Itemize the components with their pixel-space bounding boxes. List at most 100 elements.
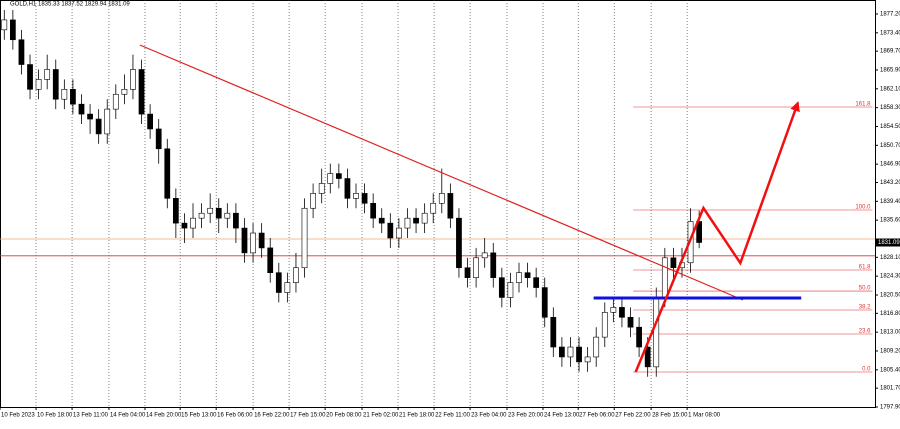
candle-body bbox=[559, 346, 565, 358]
forecast-arrow bbox=[634, 101, 800, 373]
x-tick-label: 24 Feb 13:00 bbox=[544, 413, 580, 419]
plot-frame bbox=[0, 0, 876, 408]
y-tick-label: 1797.90 bbox=[880, 405, 900, 411]
candle-body bbox=[9, 19, 16, 41]
candle-body bbox=[147, 113, 153, 130]
candle-body bbox=[576, 346, 582, 363]
candle-body bbox=[155, 128, 162, 150]
x-tick-label: 1 Mar 08:00 bbox=[688, 413, 721, 419]
y-tick-label: 1846.90 bbox=[880, 162, 900, 168]
candle-body bbox=[44, 69, 51, 80]
fib-label: 0.0 bbox=[862, 367, 871, 373]
candle-body bbox=[95, 118, 102, 135]
candle-body bbox=[301, 207, 308, 269]
candle-body bbox=[498, 277, 505, 298]
candle-body bbox=[619, 307, 625, 318]
x-tick-label: 10 Feb 2023 bbox=[1, 413, 35, 419]
fib-label: 23.6 bbox=[859, 329, 871, 335]
candle-body bbox=[164, 148, 171, 199]
candle-body bbox=[181, 222, 188, 229]
x-tick-label: 13 Feb 11:00 bbox=[73, 413, 109, 419]
candle-body bbox=[267, 247, 274, 273]
candle-body bbox=[172, 198, 179, 224]
candle-body bbox=[87, 113, 93, 120]
candle-body bbox=[661, 257, 668, 298]
candle-body bbox=[507, 282, 514, 298]
candle-body bbox=[404, 217, 411, 229]
y-tick-label: 1801.70 bbox=[880, 386, 900, 392]
candle-body bbox=[524, 272, 531, 278]
candle-body bbox=[378, 217, 385, 224]
candle-body bbox=[473, 257, 479, 278]
y-tick-label: 1839.40 bbox=[880, 199, 900, 205]
fib-label: 38.2 bbox=[859, 305, 871, 311]
candle-body bbox=[670, 257, 677, 269]
candle-body bbox=[541, 287, 548, 318]
candle-body bbox=[413, 217, 419, 224]
candle-body bbox=[130, 69, 136, 90]
x-tick-label: 16 Feb 22:00 bbox=[254, 413, 290, 419]
x-tick-label: 15 Feb 13:00 bbox=[181, 413, 217, 419]
x-tick-label: 28 Feb 15:00 bbox=[652, 413, 688, 419]
candle-body bbox=[610, 307, 617, 313]
candle-body bbox=[593, 336, 600, 358]
y-tick-label: 1809.20 bbox=[880, 349, 900, 355]
candle-body bbox=[533, 277, 540, 288]
candle-body bbox=[224, 212, 231, 219]
current-price: 1831.09 bbox=[878, 240, 900, 246]
candle-body bbox=[430, 203, 437, 214]
candle-body bbox=[438, 193, 445, 204]
y-tick-label: 1850.70 bbox=[880, 143, 900, 149]
x-tick-label: 27 Feb 06:00 bbox=[579, 413, 615, 419]
y-tick-label: 1816.80 bbox=[880, 311, 900, 317]
candle-body bbox=[207, 207, 214, 214]
y-tick-label: 1828.10 bbox=[880, 255, 900, 261]
candle-body bbox=[18, 39, 25, 65]
x-tick-label: 20 Feb 08:00 bbox=[326, 413, 362, 419]
candle-body bbox=[636, 326, 642, 348]
candle-body bbox=[27, 64, 33, 90]
candle-body bbox=[387, 222, 394, 239]
candle-body bbox=[241, 227, 248, 254]
candle-body bbox=[78, 103, 85, 115]
candle-body bbox=[361, 193, 368, 204]
x-tick-label: 10 Feb 18:00 bbox=[37, 413, 73, 419]
x-tick-label: 21 Feb 02:00 bbox=[363, 413, 399, 419]
trend-line bbox=[139, 44, 744, 301]
candle-body bbox=[258, 232, 265, 249]
candle-body bbox=[481, 252, 488, 259]
y-tick-label: 1862.10 bbox=[880, 86, 900, 92]
candle-body bbox=[464, 267, 471, 278]
x-tick-label: 23 Feb 04:00 bbox=[471, 413, 507, 419]
y-tick-label: 1869.70 bbox=[880, 49, 900, 55]
candle-body bbox=[601, 312, 608, 338]
chart-title: GOLD,H1 1835.33 1837.52 1829.94 1831.09 bbox=[10, 2, 130, 8]
candle-body bbox=[396, 227, 402, 239]
candle-body bbox=[370, 203, 377, 219]
candle-body bbox=[421, 212, 428, 224]
fib-label: 50.0 bbox=[859, 286, 871, 292]
candle-body bbox=[567, 346, 574, 358]
candle-body bbox=[584, 356, 591, 363]
y-tick-label: 1873.40 bbox=[880, 30, 900, 36]
candle-body bbox=[275, 272, 282, 293]
candle-body bbox=[233, 212, 239, 229]
candle-body bbox=[327, 173, 334, 184]
candle-body bbox=[104, 108, 111, 135]
candle-body bbox=[215, 207, 222, 219]
y-tick-label: 1835.60 bbox=[880, 218, 900, 224]
x-tick-label: 16 Feb 06:00 bbox=[217, 413, 253, 419]
candle-body bbox=[516, 272, 522, 283]
candle-body bbox=[198, 212, 205, 219]
candle-body bbox=[335, 173, 342, 179]
candle-body bbox=[250, 232, 256, 254]
y-tick-label: 1854.50 bbox=[880, 124, 900, 130]
candle-body bbox=[121, 89, 128, 95]
candle-body bbox=[644, 346, 651, 368]
candle-body bbox=[70, 89, 76, 105]
y-tick-label: 1865.90 bbox=[880, 68, 900, 74]
candle-body bbox=[293, 267, 299, 283]
x-tick-label: 21 Feb 18:00 bbox=[399, 413, 435, 419]
candle-body bbox=[627, 316, 634, 328]
candle-body bbox=[653, 297, 660, 368]
